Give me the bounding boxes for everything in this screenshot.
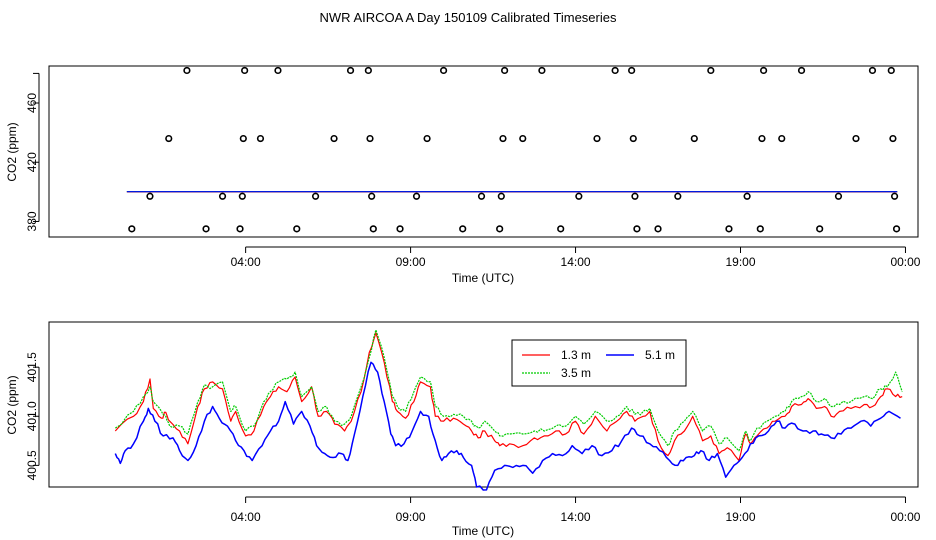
scatter-point: [654, 225, 662, 233]
top-x-axis-label: Time (UTC): [452, 271, 514, 285]
scatter-point: [834, 192, 843, 200]
scatter-point: [202, 225, 210, 233]
top-x-tick-label-0: 04:00: [231, 255, 261, 269]
scatter-point: [797, 66, 806, 75]
scatter-point: [889, 134, 897, 143]
scatter-point: [611, 66, 619, 75]
scatter-point: [519, 134, 527, 143]
scatter-point: [633, 225, 641, 233]
top-y-axis-label: CO2 (ppm): [5, 122, 19, 181]
scatter-point: [477, 192, 486, 200]
bottom-x-axis-label: Time (UTC): [452, 524, 514, 538]
scatter-point: [128, 225, 136, 233]
scatter-point: [628, 66, 636, 75]
scatter-point: [236, 225, 244, 233]
scatter-point: [743, 192, 751, 200]
scatter-point: [165, 134, 173, 143]
scatter-point: [852, 134, 860, 143]
bottom-y-tick-label-1: 401.0: [25, 401, 39, 431]
scatter-point: [330, 134, 338, 143]
bottom-y-axis: 400.5 401.0 401.5: [25, 352, 40, 480]
scatter-point: [690, 134, 698, 143]
scatter-point: [557, 225, 565, 233]
scatter-point: [439, 66, 448, 75]
scatter-point: [496, 225, 504, 233]
scatter-point: [368, 192, 376, 200]
bottom-y-tick-label-0: 400.5: [25, 450, 39, 480]
top-scatter-points: [128, 66, 901, 233]
scatter-point: [868, 66, 877, 75]
scatter-point: [816, 225, 824, 233]
top-panel: 04:00 09:00 14:00 19:00 00:00 380 420 460 Time…: [5, 65, 921, 285]
top-y-tick-label-1: 420: [25, 152, 39, 172]
scatter-point: [593, 134, 601, 143]
scatter-point: [892, 225, 901, 233]
bottom-series-line-5-1-m: [114, 361, 901, 491]
bottom-x-axis: 04:00 09:00 14:00 19:00 00:00: [231, 496, 921, 524]
scatter-point: [707, 66, 715, 75]
bottom-series-lines: [114, 329, 903, 491]
scatter-point: [183, 66, 191, 75]
scatter-point: [631, 192, 639, 200]
top-x-tick-label-3: 19:00: [725, 255, 755, 269]
top-plot-frame: [48, 65, 919, 238]
main-title: NWR AIRCOA A Day 150109 Calibrated Times…: [320, 10, 617, 25]
scatter-point: [497, 192, 505, 200]
scatter-point: [256, 134, 265, 143]
top-x-tick-label-4: 00:00: [890, 255, 920, 269]
scatter-point: [346, 66, 355, 75]
scatter-point: [364, 66, 372, 75]
bottom-y-tick-label-2: 401.5: [25, 352, 39, 382]
top-x-tick-label-2: 14:00: [561, 255, 591, 269]
scatter-point: [423, 134, 431, 143]
scatter-point: [459, 225, 467, 233]
scatter-point: [887, 66, 895, 75]
bottom-x-tick-label-3: 19:00: [725, 510, 755, 524]
scatter-point: [366, 134, 374, 143]
bottom-series-line-1-3-m: [114, 332, 903, 462]
scatter-point: [218, 192, 227, 200]
scatter-point: [396, 225, 404, 233]
scatter-point: [311, 192, 320, 200]
scatter-point: [412, 192, 421, 200]
scatter-point: [241, 66, 249, 75]
scatter-point: [293, 225, 301, 233]
scatter-point: [238, 192, 246, 200]
legend-label-3-5m: 3.5 m: [561, 366, 591, 380]
legend-box: [511, 339, 687, 387]
scatter-point: [890, 192, 899, 200]
legend: 1.3 m 5.1 m 3.5 m: [511, 339, 687, 387]
top-x-axis: 04:00 09:00 14:00 19:00 00:00: [231, 246, 921, 269]
bottom-x-tick-label-2: 14:00: [561, 510, 591, 524]
scatter-point: [758, 134, 766, 143]
scatter-point: [778, 134, 786, 143]
scatter-point: [146, 192, 154, 200]
scatter-point: [756, 225, 764, 233]
bottom-plot-frame: [48, 321, 919, 488]
top-y-tick-label-2: 460: [25, 93, 39, 113]
bottom-x-tick-label-0: 04:00: [231, 510, 261, 524]
bottom-y-axis-label: CO2 (ppm): [5, 375, 19, 434]
scatter-point: [674, 192, 682, 200]
bottom-series-line-3-5-m: [114, 329, 903, 452]
top-y-tick-label-0: 380: [25, 211, 39, 231]
scatter-point: [759, 66, 768, 75]
scatter-point: [499, 134, 507, 143]
scatter-point: [239, 134, 247, 143]
scatter-point: [501, 66, 509, 75]
scatter-point: [274, 66, 282, 75]
bottom-panel: 04:00 09:00 14:00 19:00 00:00 400.5 401.0 401.…: [5, 321, 921, 538]
scatter-point: [725, 225, 733, 233]
bottom-x-tick-label-4: 00:00: [890, 510, 920, 524]
scatter-point: [369, 225, 377, 233]
legend-label-5-1m: 5.1 m: [645, 348, 675, 362]
scatter-point: [538, 66, 546, 75]
legend-label-1-3m: 1.3 m: [561, 348, 591, 362]
bottom-x-tick-label-1: 09:00: [396, 510, 426, 524]
scatter-point: [629, 134, 637, 143]
scatter-point: [575, 192, 583, 200]
top-x-tick-label-1: 09:00: [396, 255, 426, 269]
top-y-axis: 380 420 460: [25, 72, 40, 231]
